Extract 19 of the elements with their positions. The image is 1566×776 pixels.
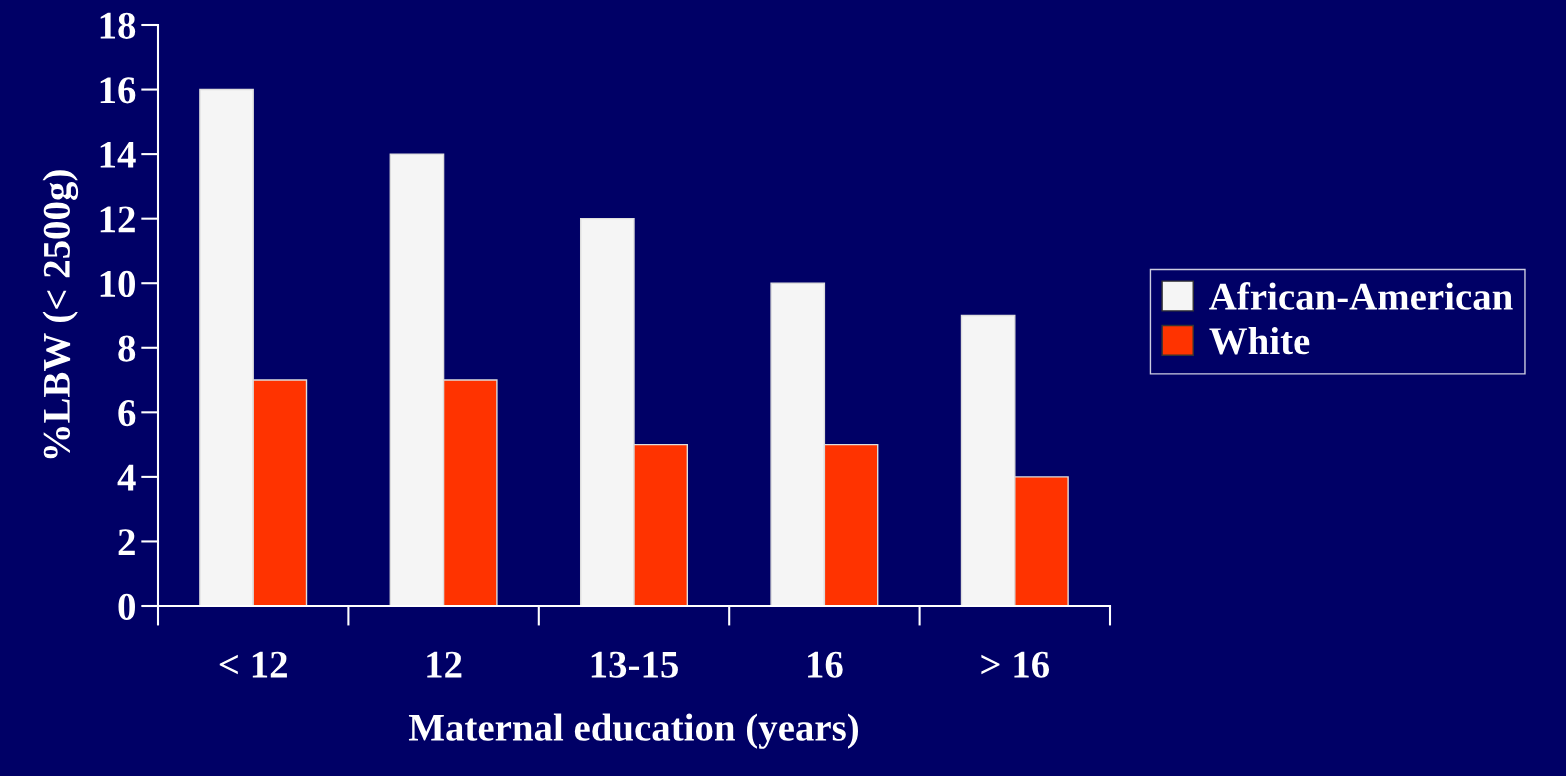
x-tick-label: 16 [808,651,843,678]
x-tick-label: 13-15 [591,651,678,678]
y-tick-label: 4 [117,464,136,491]
x-tick-label: < 12 [219,651,287,678]
y-tick-label: 12 [100,206,135,233]
x-axis-title: Maternal education (years) [408,713,859,749]
y-tick-label: 14 [100,141,136,168]
legend-label: African-American [1209,282,1513,310]
y-axis-title: %LBW (< 2500g) [42,170,79,459]
x-tick-label: > 16 [981,651,1050,678]
y-tick-label: 0 [118,593,135,620]
y-tick-label: 18 [100,12,136,39]
y-tick-label: 2 [118,529,135,555]
y-tick-label: 16 [100,77,136,104]
y-tick-label: 6 [118,400,136,427]
legend-label: White [1209,326,1310,355]
y-tick-label: 8 [118,335,136,362]
y-tick-label: 10 [100,270,135,298]
x-tick-label: 12 [427,651,462,678]
